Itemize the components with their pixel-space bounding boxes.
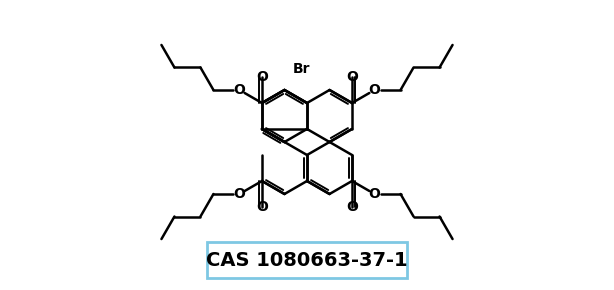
- Text: O: O: [256, 70, 268, 84]
- Text: O: O: [346, 70, 358, 84]
- Text: O: O: [233, 83, 246, 97]
- Text: O: O: [233, 187, 246, 201]
- Text: O: O: [368, 83, 381, 97]
- Text: Br: Br: [292, 62, 310, 76]
- Text: O: O: [368, 187, 381, 201]
- Text: CAS 1080663-37-1: CAS 1080663-37-1: [206, 251, 408, 269]
- FancyBboxPatch shape: [207, 242, 407, 278]
- Text: O: O: [346, 200, 358, 214]
- Text: O: O: [256, 200, 268, 214]
